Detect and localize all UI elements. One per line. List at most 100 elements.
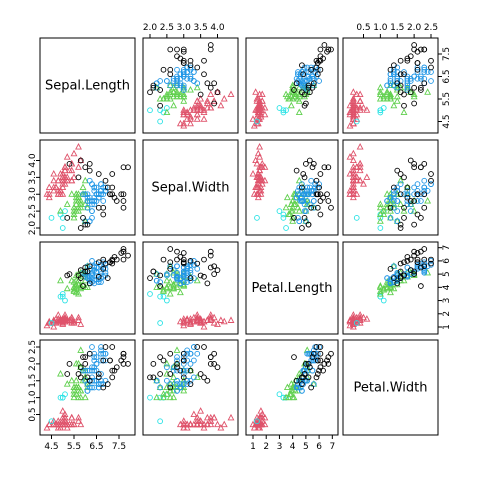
data-point bbox=[411, 184, 417, 191]
data-point bbox=[113, 364, 120, 371]
data-point bbox=[157, 384, 163, 391]
x-tick-label: 1.5 bbox=[390, 23, 404, 33]
data-point bbox=[59, 407, 67, 414]
data-point bbox=[346, 170, 354, 177]
data-point bbox=[160, 66, 167, 73]
data-point bbox=[349, 149, 357, 157]
data-point bbox=[387, 215, 394, 221]
data-point bbox=[180, 367, 187, 374]
data-point bbox=[349, 316, 357, 323]
data-point bbox=[418, 283, 424, 289]
data-point bbox=[207, 311, 215, 318]
data-point bbox=[356, 166, 364, 174]
data-point bbox=[317, 344, 324, 350]
data-point bbox=[401, 191, 407, 198]
data-point bbox=[383, 90, 391, 98]
data-point bbox=[201, 273, 207, 280]
data-point bbox=[256, 153, 264, 160]
data-point bbox=[125, 164, 131, 171]
data-point bbox=[48, 215, 55, 221]
data-point bbox=[227, 90, 235, 98]
data-point bbox=[68, 176, 76, 184]
data-point bbox=[63, 173, 71, 180]
data-point bbox=[120, 191, 127, 198]
data-point bbox=[187, 106, 194, 113]
data-point bbox=[75, 143, 82, 150]
data-point bbox=[82, 221, 89, 228]
data-point bbox=[303, 346, 311, 353]
data-point bbox=[306, 364, 313, 371]
data-point bbox=[356, 163, 364, 170]
data-point bbox=[50, 183, 58, 191]
data-point bbox=[180, 381, 187, 387]
data-point bbox=[404, 188, 411, 194]
data-point bbox=[45, 190, 53, 197]
data-point bbox=[289, 207, 297, 214]
data-point bbox=[207, 90, 215, 98]
data-point bbox=[64, 215, 71, 221]
data-point bbox=[174, 275, 180, 281]
data-point bbox=[376, 210, 384, 218]
data-point bbox=[407, 53, 414, 60]
data-point bbox=[66, 161, 73, 167]
data-point bbox=[59, 225, 66, 231]
data-point bbox=[394, 184, 401, 191]
data-point bbox=[407, 256, 414, 263]
data-point bbox=[314, 204, 321, 211]
data-point bbox=[349, 106, 357, 113]
data-point bbox=[393, 97, 401, 104]
panel-2-0 bbox=[39, 241, 136, 335]
data-point bbox=[295, 176, 303, 184]
data-point bbox=[295, 381, 301, 387]
data-point bbox=[207, 316, 215, 323]
data-point bbox=[197, 420, 205, 428]
data-point bbox=[70, 173, 78, 180]
data-point bbox=[197, 106, 205, 113]
data-point bbox=[428, 64, 434, 71]
panel-frame bbox=[245, 139, 339, 236]
data-point bbox=[207, 315, 215, 322]
data-point bbox=[411, 100, 417, 107]
x-tick-label: 6 bbox=[316, 442, 322, 452]
data-point bbox=[191, 262, 197, 268]
data-point bbox=[397, 89, 404, 96]
data-point bbox=[174, 381, 180, 387]
data-point bbox=[280, 215, 287, 221]
x-tick-label: 6.5 bbox=[89, 442, 103, 452]
data-point bbox=[285, 393, 293, 401]
data-point bbox=[346, 190, 354, 197]
data-point bbox=[166, 88, 174, 95]
data-point bbox=[79, 183, 87, 191]
data-point bbox=[84, 204, 91, 211]
data-point bbox=[421, 204, 428, 211]
data-point bbox=[59, 420, 67, 428]
data-point bbox=[428, 78, 434, 84]
data-point bbox=[62, 391, 68, 398]
data-point bbox=[421, 188, 428, 194]
data-point bbox=[107, 357, 113, 364]
data-point bbox=[349, 88, 357, 95]
data-point bbox=[72, 197, 80, 204]
data-point bbox=[217, 316, 225, 323]
data-point bbox=[401, 204, 407, 211]
data-point bbox=[147, 275, 153, 281]
data-point bbox=[75, 313, 82, 321]
data-point bbox=[397, 176, 405, 184]
data-point bbox=[183, 424, 191, 431]
data-point bbox=[187, 86, 194, 93]
data-point bbox=[157, 87, 163, 93]
x-tick-label: 3.0 bbox=[177, 23, 192, 33]
data-point bbox=[120, 246, 127, 252]
data-point bbox=[150, 374, 157, 381]
data-point bbox=[414, 256, 421, 263]
data-point bbox=[250, 424, 258, 431]
data-point bbox=[93, 361, 100, 367]
data-point bbox=[276, 208, 283, 214]
data-point bbox=[68, 313, 76, 321]
data-point bbox=[70, 390, 78, 397]
data-point bbox=[160, 293, 167, 300]
data-point bbox=[421, 259, 428, 266]
data-point bbox=[166, 393, 174, 401]
data-point bbox=[394, 78, 401, 84]
data-point bbox=[184, 377, 190, 384]
